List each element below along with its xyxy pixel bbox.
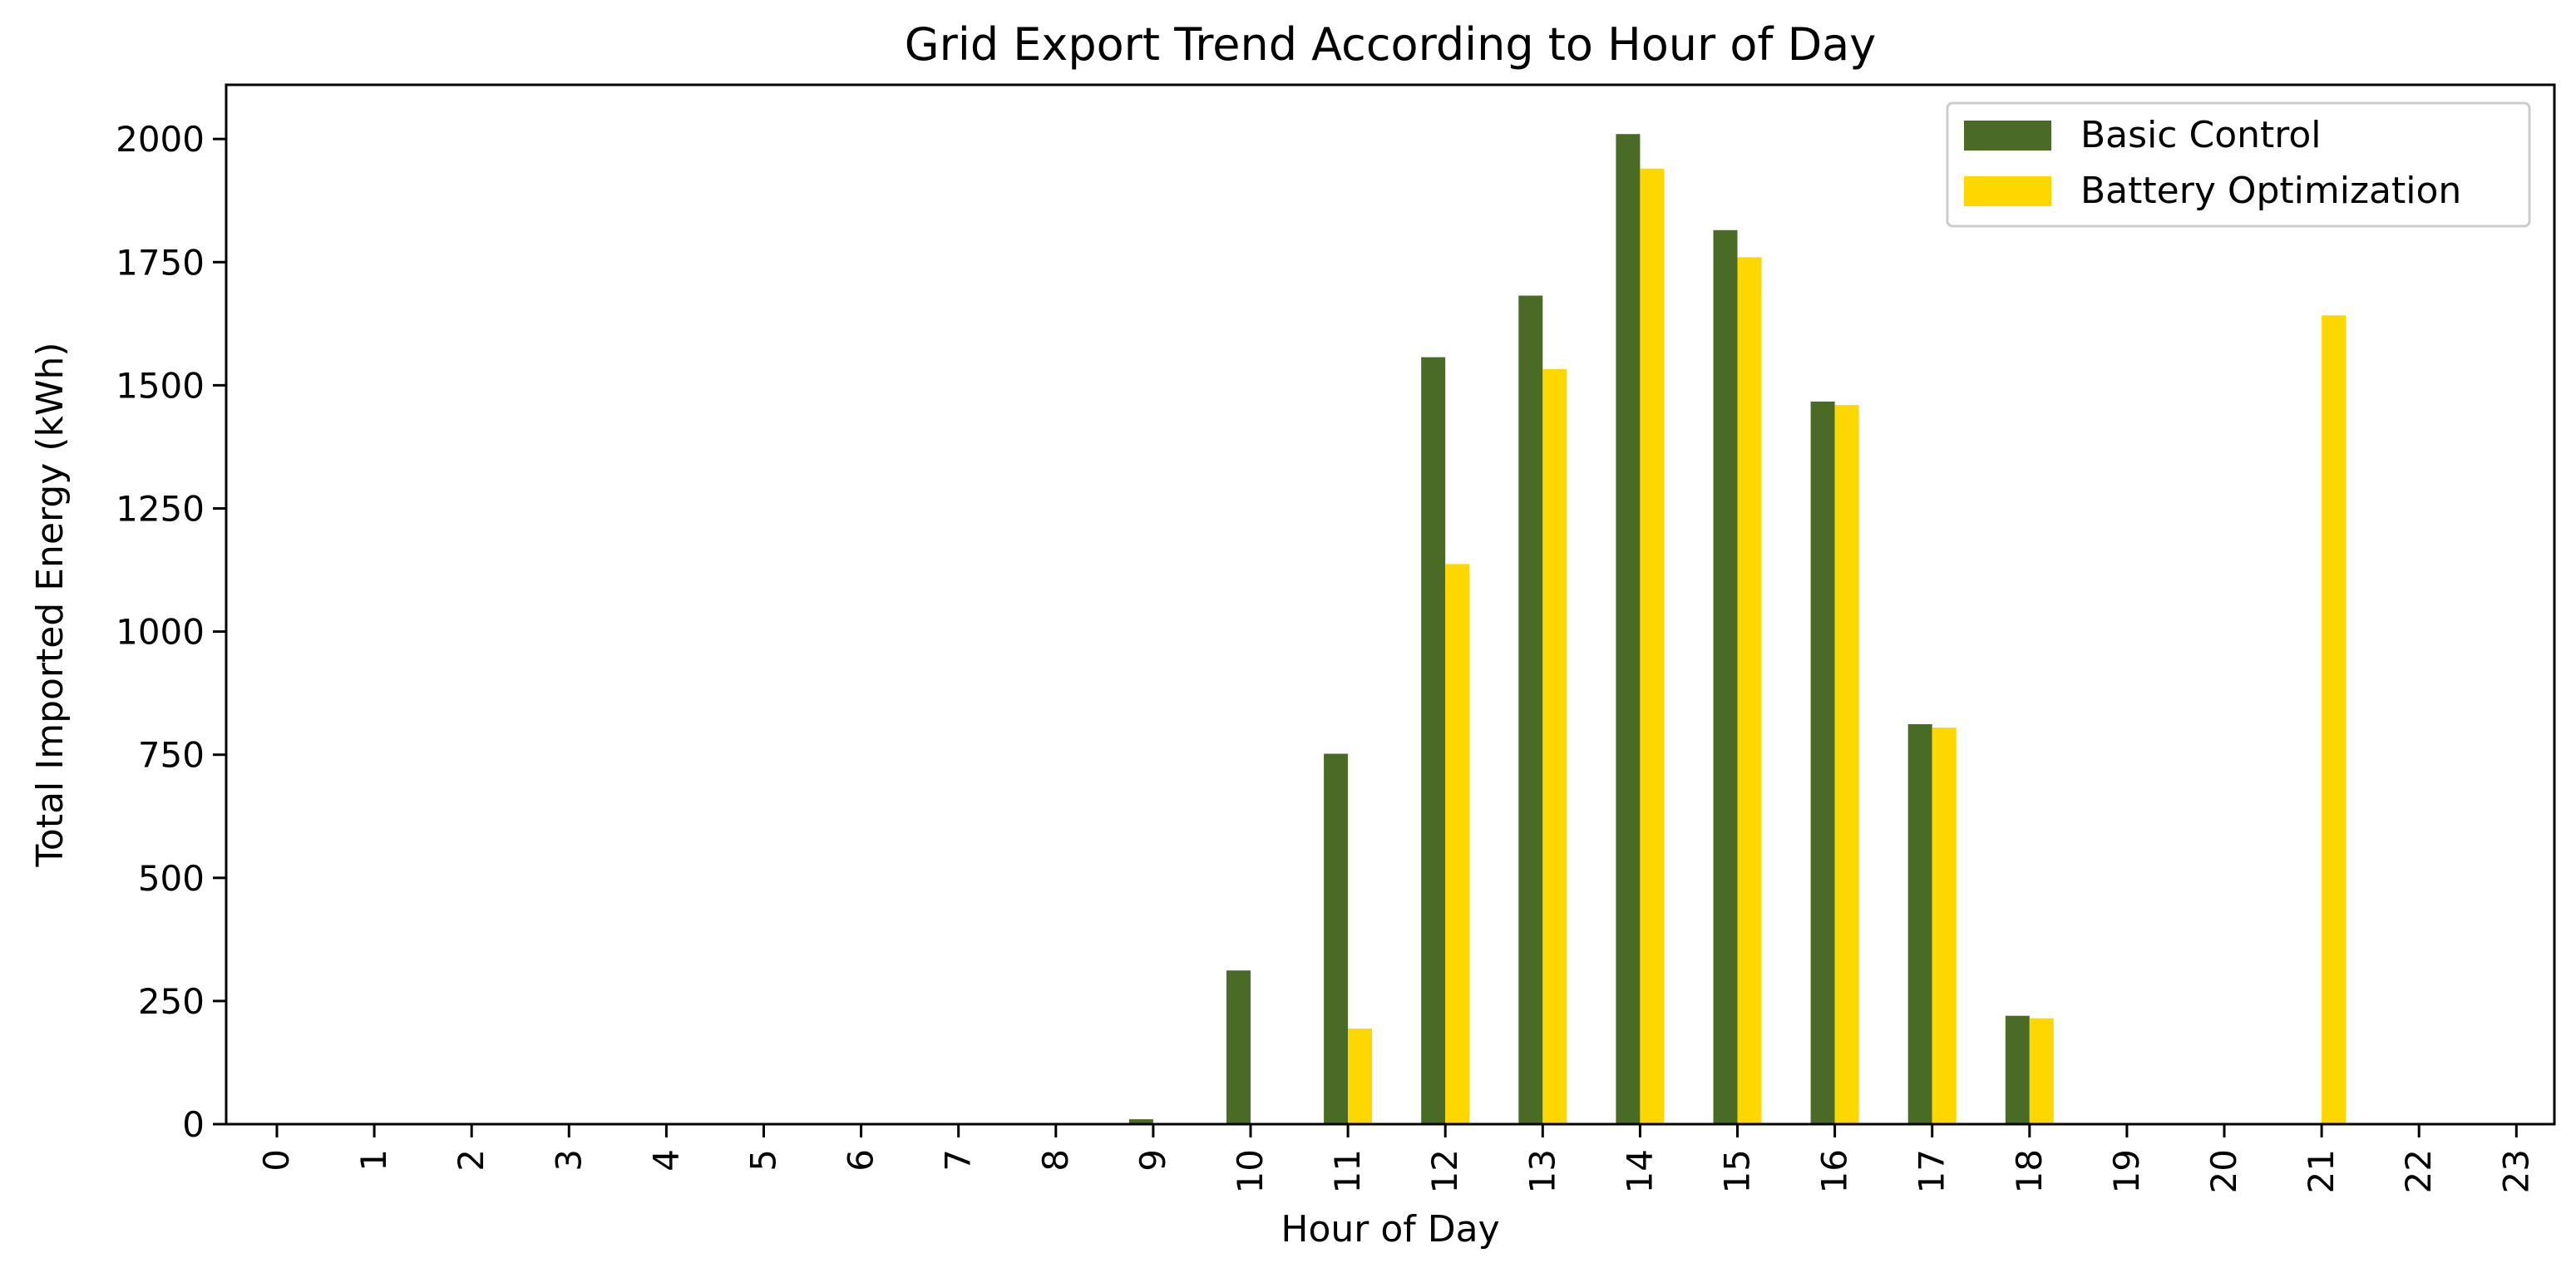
x-tick-label: 13: [1522, 1149, 1562, 1193]
x-tick-label: 14: [1619, 1149, 1660, 1193]
x-tick-label: 9: [1133, 1149, 1173, 1172]
chart-title: Grid Export Trend According to Hour of D…: [905, 18, 1876, 71]
x-tick-label: 10: [1230, 1149, 1271, 1193]
x-tick-label: 15: [1717, 1149, 1758, 1193]
bar-battery-optimization-hour-16: [1834, 405, 1859, 1125]
x-tick-label: 5: [743, 1149, 784, 1172]
legend-box: [1946, 101, 2531, 228]
bar-basic-control-hour-17: [1907, 723, 1932, 1124]
y-tick-label: 500: [138, 858, 205, 899]
x-tick-label: 18: [2009, 1149, 2050, 1193]
x-tick-label: 16: [1814, 1149, 1855, 1193]
x-tick-label: 19: [2106, 1149, 2147, 1193]
legend-swatch-battery-optimization: [1964, 176, 2051, 206]
bar-battery-optimization-hour-18: [2029, 1018, 2054, 1124]
x-tick-label: 4: [645, 1149, 686, 1172]
bar-battery-optimization-hour-21: [2322, 315, 2347, 1124]
x-tick-label: 20: [2203, 1149, 2244, 1193]
x-tick-label: 0: [256, 1149, 297, 1172]
x-tick-label: 7: [938, 1149, 979, 1172]
y-tick-label: 1500: [116, 365, 205, 406]
y-tick-label: 250: [138, 981, 205, 1022]
y-tick-label: 0: [182, 1104, 205, 1145]
x-tick-label: 21: [2301, 1149, 2342, 1193]
bar-basic-control-hour-16: [1810, 401, 1835, 1124]
x-axis-title: Hour of Day: [1281, 1208, 1499, 1251]
y-tick-label: 1000: [116, 612, 205, 653]
x-tick-label: 23: [2495, 1149, 2536, 1193]
plot-frame: [225, 83, 2556, 1126]
bar-basic-control-hour-14: [1616, 134, 1641, 1124]
bar-basic-control-hour-18: [2005, 1015, 2030, 1124]
y-tick-label: 1750: [116, 242, 205, 283]
bar-battery-optimization-hour-14: [1640, 168, 1665, 1124]
bar-basic-control-hour-10: [1226, 970, 1251, 1124]
x-tick-label: 17: [1912, 1149, 1952, 1193]
bar-battery-optimization-hour-17: [1932, 728, 1957, 1124]
x-tick-label: 2: [451, 1149, 491, 1172]
bars-group: [1128, 134, 2347, 1125]
x-tick-label: 8: [1035, 1149, 1076, 1172]
y-tick-label: 1250: [116, 488, 205, 529]
bar-basic-control-hour-15: [1713, 229, 1738, 1124]
bar-basic-control-hour-11: [1324, 753, 1349, 1124]
x-tick-label: 12: [1424, 1149, 1465, 1193]
x-axis: 0 1 2 3 4 5 6 7 8 9 10 11 12 13 14 15 16 17 18 19 20 21 22 23: [256, 1124, 2536, 1193]
legend-swatch-basic-control: [1964, 121, 2051, 150]
legend-label-battery-optimization: Battery Optimization: [2080, 170, 2461, 212]
bar-battery-optimization-hour-12: [1445, 564, 1470, 1124]
bar-basic-control-hour-9: [1128, 1119, 1153, 1124]
x-tick-label: 6: [841, 1149, 881, 1172]
y-axis: 0 250 500 750 1000 1250 1500 1750 2000: [116, 119, 226, 1145]
x-tick-label: 3: [548, 1149, 589, 1172]
bar-basic-control-hour-13: [1518, 295, 1543, 1124]
x-tick-label: 1: [353, 1149, 394, 1172]
legend-label-basic-control: Basic Control: [2080, 114, 2322, 156]
bar-basic-control-hour-12: [1421, 357, 1446, 1124]
y-tick-label: 750: [138, 735, 205, 776]
bar-battery-optimization-hour-13: [1542, 368, 1567, 1124]
bar-battery-optimization-hour-15: [1737, 257, 1762, 1125]
x-tick-label: 22: [2398, 1149, 2439, 1193]
y-tick-label: 2000: [116, 119, 205, 160]
legend: Basic Control Battery Optimization: [1946, 101, 2531, 228]
x-tick-label: 11: [1327, 1149, 1368, 1193]
bar-battery-optimization-hour-11: [1348, 1029, 1373, 1124]
y-axis-title: Total Imported Energy (kWh): [29, 343, 72, 868]
